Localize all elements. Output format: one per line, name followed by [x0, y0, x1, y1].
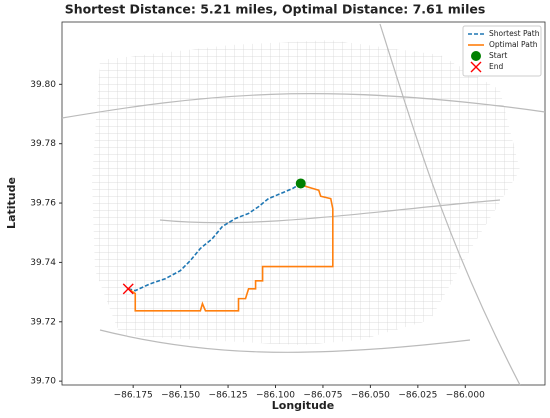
legend-label: End	[489, 62, 503, 71]
legend-label: Optimal Path	[489, 40, 538, 49]
x-tick-label: −86.100	[256, 391, 295, 401]
x-tick-label: −86.000	[446, 391, 485, 401]
y-axis-label: Latitude	[5, 177, 18, 229]
x-tick-label: −86.175	[114, 391, 153, 401]
legend-label: Shortest Path	[489, 29, 540, 38]
path-line	[127, 182, 334, 312]
y-tick-label: 39.80	[30, 80, 56, 90]
legend-label: Start	[489, 51, 507, 60]
y-tick-label: 39.72	[30, 317, 56, 327]
x-tick-label: −86.025	[398, 391, 437, 401]
x-tick-label: −86.075	[303, 391, 342, 401]
highway	[61, 23, 546, 386]
street-map	[92, 40, 520, 345]
y-tick-label: 39.76	[30, 199, 56, 209]
point-marker	[295, 178, 306, 189]
chart-title: Shortest Distance: 5.21 miles, Optimal D…	[65, 2, 486, 17]
y-tick-label: 39.78	[30, 139, 56, 149]
point-marker	[122, 283, 134, 295]
y-tick-label: 39.70	[30, 377, 56, 387]
x-tick-label: −86.150	[161, 391, 200, 401]
x-axis-label: Longitude	[272, 399, 334, 412]
path-line	[128, 182, 302, 292]
legend-swatch	[471, 51, 481, 61]
legend-swatch	[470, 61, 482, 73]
x-tick-label: −86.050	[351, 391, 390, 401]
x-tick-label: −86.125	[209, 391, 248, 401]
legend-box	[462, 25, 542, 77]
y-tick-label: 39.74	[30, 258, 56, 268]
